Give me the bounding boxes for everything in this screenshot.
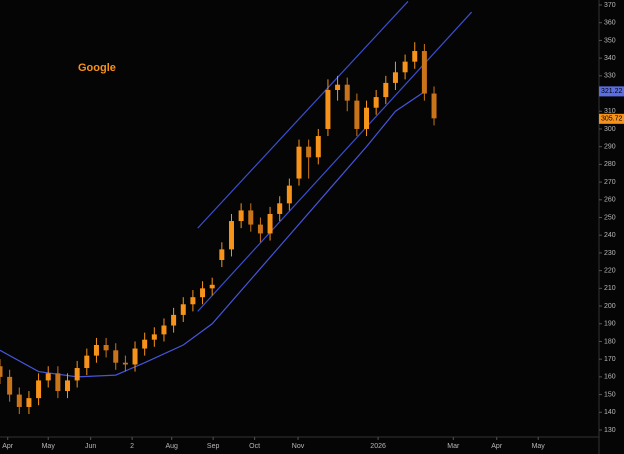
candle-body — [74, 368, 80, 381]
y-tick-label: 330 — [604, 73, 616, 80]
candle-body — [180, 304, 186, 315]
x-tick-label: 2 — [130, 443, 134, 450]
candle-body — [228, 221, 234, 250]
candle-body — [132, 348, 138, 365]
price-label-box — [599, 113, 624, 124]
x-tick-label: Mar — [447, 443, 460, 450]
candle-body — [286, 185, 292, 204]
candle-body — [209, 284, 215, 289]
y-tick-label: 190 — [604, 321, 616, 328]
y-tick-label: 150 — [604, 391, 616, 398]
x-tick-label: Sep — [207, 443, 220, 450]
y-tick-label: 360 — [604, 20, 616, 27]
y-tick-label: 340 — [604, 55, 616, 62]
candle-body — [364, 107, 370, 129]
y-tick-label: 160 — [604, 374, 616, 381]
y-tick-label: 240 — [604, 232, 616, 239]
candle-body — [142, 339, 148, 349]
candle-body — [335, 84, 341, 90]
y-tick-label: 310 — [604, 108, 616, 115]
candle-body — [122, 362, 128, 365]
candle-body — [248, 210, 254, 225]
candle-body — [238, 210, 244, 222]
candle-body — [171, 314, 177, 326]
candle-body — [219, 249, 225, 260]
y-tick-label: 180 — [604, 338, 616, 345]
candle-body — [421, 51, 427, 94]
candle-body — [344, 84, 350, 101]
candle-body — [36, 380, 42, 399]
candle-body — [373, 97, 379, 108]
candle-body — [431, 93, 437, 119]
candle-body — [277, 203, 283, 214]
y-tick-label: 350 — [604, 37, 616, 44]
x-tick-label: Nov — [292, 443, 305, 450]
candle-body — [315, 136, 321, 158]
candle-body — [402, 61, 408, 73]
x-tick-label: Apr — [491, 443, 503, 450]
y-tick-label: 280 — [604, 161, 616, 168]
y-tick-label: 230 — [604, 250, 616, 257]
candle-body — [306, 146, 312, 158]
y-tick-label: 290 — [604, 144, 616, 151]
candle-body — [93, 345, 99, 356]
candle-body — [55, 373, 61, 392]
x-tick-label: May — [532, 443, 546, 450]
price-label: 305.72 — [601, 116, 623, 123]
y-tick-label: 210 — [604, 285, 616, 292]
x-tick-label: Apr — [2, 443, 14, 450]
y-tick-label: 370 — [604, 2, 616, 9]
candle-body — [412, 51, 418, 62]
candle-body — [200, 288, 206, 298]
y-tick-label: 140 — [604, 409, 616, 416]
chart-title: Google — [78, 62, 116, 74]
candle-body — [257, 224, 263, 234]
candle-body — [151, 334, 157, 340]
candle-body — [16, 394, 22, 407]
candle-body — [190, 297, 196, 305]
candle-body — [65, 380, 71, 392]
y-tick-label: 300 — [604, 126, 616, 133]
candle-body — [161, 325, 167, 335]
candle-body — [84, 355, 90, 369]
y-tick-label: 260 — [604, 197, 616, 204]
candle-body — [267, 213, 273, 234]
candle-body — [113, 350, 119, 363]
y-tick-label: 200 — [604, 303, 616, 310]
candle-body — [26, 398, 32, 407]
y-tick-label: 270 — [604, 179, 616, 186]
candle-body — [383, 82, 389, 98]
x-tick-label: May — [42, 443, 56, 450]
candle-body — [296, 146, 302, 179]
x-tick-label: Jun — [85, 443, 96, 450]
x-tick-label: Aug — [165, 443, 178, 450]
x-tick-label: Oct — [249, 443, 260, 450]
candle-body — [325, 90, 331, 129]
candle-body — [45, 373, 51, 381]
y-tick-label: 220 — [604, 267, 616, 274]
y-tick-label: 250 — [604, 214, 616, 221]
x-tick-label: 2026 — [370, 443, 386, 450]
y-tick-label: 130 — [604, 427, 616, 434]
y-tick-label: 170 — [604, 356, 616, 363]
price-label: 321.22 — [601, 88, 623, 95]
candle-body — [392, 72, 398, 83]
channel-line — [197, 1, 409, 229]
price-label-box — [599, 86, 624, 97]
candle-body — [354, 100, 360, 129]
candle-body — [103, 345, 109, 351]
candle-body — [0, 366, 3, 377]
candle-body — [7, 376, 13, 395]
